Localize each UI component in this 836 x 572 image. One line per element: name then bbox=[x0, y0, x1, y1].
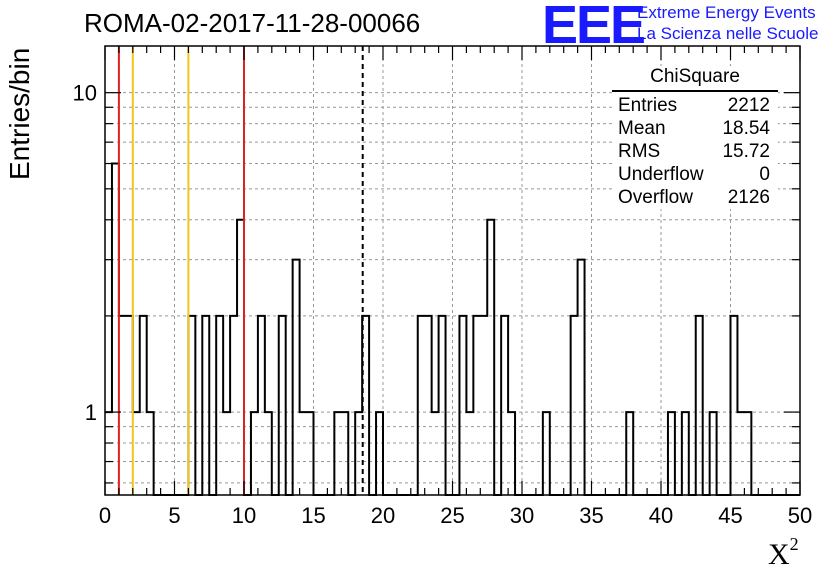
stats-label: Overflow bbox=[618, 187, 693, 208]
y-axis-label: Entries/bin bbox=[4, 47, 35, 180]
stats-value: 2126 bbox=[727, 187, 770, 208]
y-tick-label: 1 bbox=[85, 400, 97, 425]
x-tick-label: 25 bbox=[440, 503, 464, 528]
stats-row-entries: Entries 2212 bbox=[612, 94, 778, 117]
x-tick-label: 45 bbox=[718, 503, 742, 528]
x-tick-label: 10 bbox=[232, 503, 256, 528]
x-tick-label: 40 bbox=[649, 503, 673, 528]
y-tick-label: 10 bbox=[73, 81, 97, 106]
x-tick-label: 35 bbox=[579, 503, 603, 528]
stats-row-underflow: Underflow 0 bbox=[612, 163, 778, 186]
stats-label: Underflow bbox=[618, 164, 704, 185]
stats-row-overflow: Overflow 2126 bbox=[612, 186, 778, 209]
stats-label: Mean bbox=[618, 118, 666, 139]
eee-logo: EEE bbox=[542, 0, 646, 55]
x-tick-label: 15 bbox=[301, 503, 325, 528]
stats-box: ChiSquare Entries 2212 Mean 18.54 RMS 15.72… bbox=[612, 66, 778, 209]
logo-line-1: Extreme Energy Events bbox=[637, 3, 816, 22]
stats-value: 2212 bbox=[727, 95, 770, 116]
x-axis-label: X2 bbox=[768, 534, 799, 571]
stats-row-mean: Mean 18.54 bbox=[612, 117, 778, 140]
x-tick-label: 30 bbox=[510, 503, 534, 528]
stats-label: RMS bbox=[618, 141, 661, 162]
x-axis-label-superscript: 2 bbox=[789, 534, 799, 554]
stats-row-rms: RMS 15.72 bbox=[612, 140, 778, 163]
x-tick-label: 50 bbox=[788, 503, 812, 528]
stats-title: ChiSquare bbox=[612, 66, 778, 92]
stats-value: 18.54 bbox=[722, 118, 770, 139]
x-tick-label: 0 bbox=[99, 503, 111, 528]
x-tick-label: 5 bbox=[168, 503, 180, 528]
x-tick-label: 20 bbox=[371, 503, 395, 528]
logo-line-2: La Scienza nelle Scuole bbox=[637, 24, 819, 43]
chart-title: ROMA-02-2017-11-28-00066 bbox=[84, 8, 421, 38]
stats-value: 15.72 bbox=[722, 141, 770, 162]
stats-value: 0 bbox=[759, 164, 770, 185]
stats-label: Entries bbox=[618, 95, 678, 116]
